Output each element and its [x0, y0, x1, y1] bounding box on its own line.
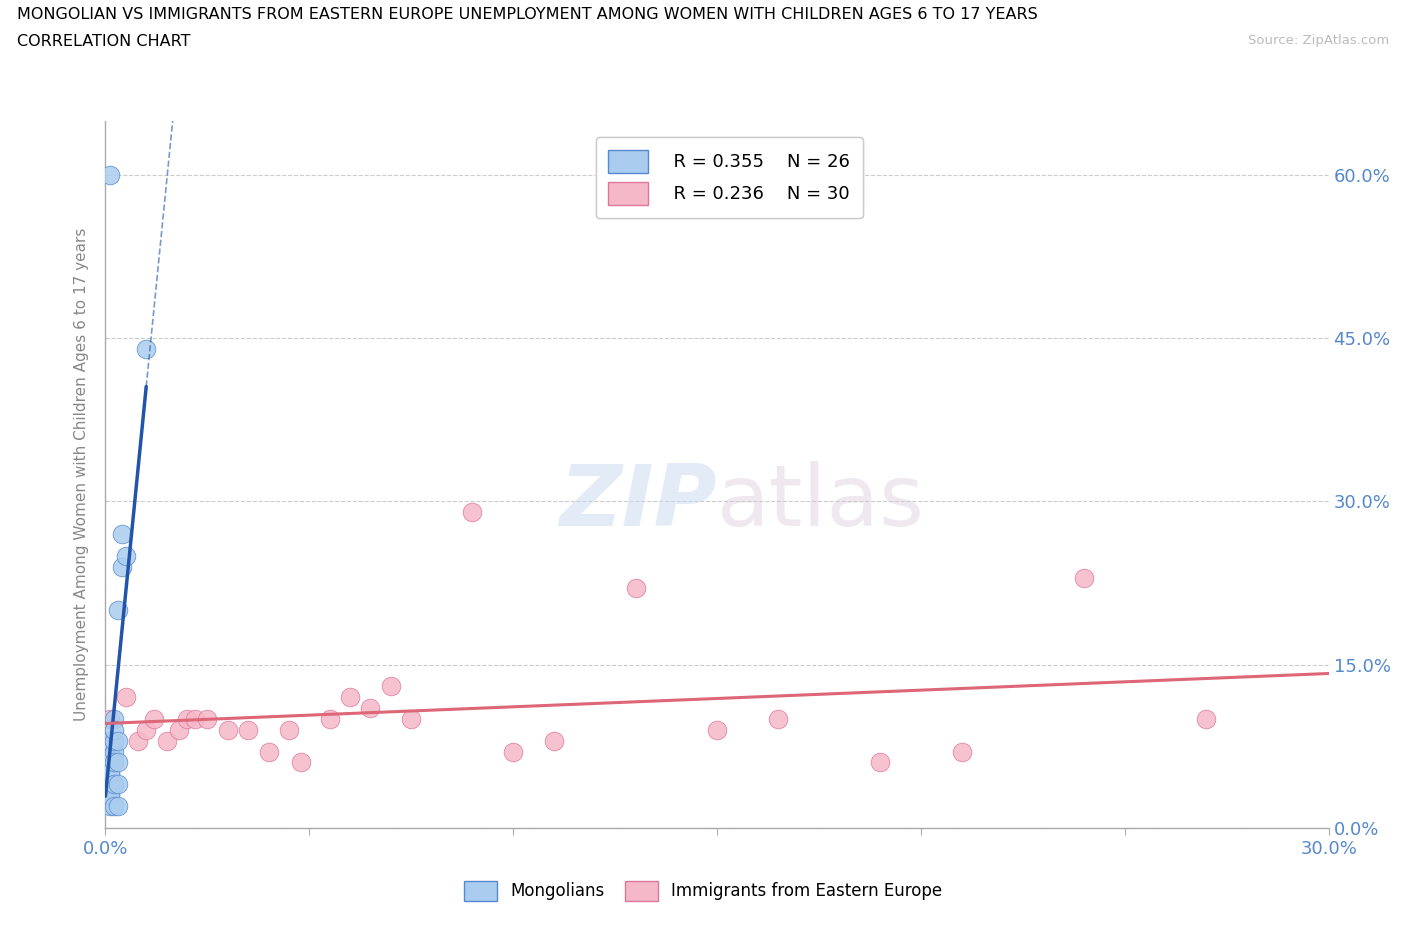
Point — [706, 723, 728, 737]
Point — [98, 733, 121, 748]
Point — [257, 744, 280, 759]
Text: ZIP: ZIP — [560, 461, 717, 544]
Point — [318, 711, 342, 726]
Point — [339, 690, 361, 705]
Point — [380, 679, 402, 694]
Point — [184, 711, 207, 726]
Point — [1195, 711, 1218, 726]
Point — [156, 733, 179, 748]
Y-axis label: Unemployment Among Women with Children Ages 6 to 17 years: Unemployment Among Women with Children A… — [75, 228, 90, 721]
Point — [360, 700, 382, 715]
Point — [98, 766, 121, 781]
Point — [103, 799, 125, 814]
Point — [115, 549, 138, 564]
Text: atlas: atlas — [717, 461, 925, 544]
Point — [98, 711, 121, 726]
Point — [98, 755, 121, 770]
Point — [217, 723, 239, 737]
Legend: Mongolians, Immigrants from Eastern Europe: Mongolians, Immigrants from Eastern Euro… — [457, 874, 949, 908]
Legend:   R = 0.355    N = 26,   R = 0.236    N = 30: R = 0.355 N = 26, R = 0.236 N = 30 — [596, 137, 863, 218]
Point — [143, 711, 166, 726]
Point — [111, 559, 134, 574]
Point — [135, 342, 157, 357]
Point — [103, 744, 125, 759]
Point — [624, 581, 647, 596]
Point — [98, 799, 121, 814]
Point — [115, 690, 138, 705]
Point — [103, 755, 125, 770]
Point — [543, 733, 565, 748]
Point — [107, 799, 129, 814]
Point — [869, 755, 891, 770]
Point — [107, 777, 129, 791]
Text: Source: ZipAtlas.com: Source: ZipAtlas.com — [1249, 34, 1389, 47]
Point — [98, 777, 121, 791]
Point — [98, 766, 121, 781]
Point — [167, 723, 190, 737]
Point — [103, 711, 125, 726]
Text: MONGOLIAN VS IMMIGRANTS FROM EASTERN EUROPE UNEMPLOYMENT AMONG WOMEN WITH CHILDR: MONGOLIAN VS IMMIGRANTS FROM EASTERN EUR… — [17, 7, 1038, 22]
Point — [111, 526, 134, 541]
Point — [236, 723, 260, 737]
Text: CORRELATION CHART: CORRELATION CHART — [17, 34, 190, 49]
Point — [135, 723, 157, 737]
Point — [1073, 570, 1095, 585]
Point — [98, 167, 121, 182]
Point — [98, 788, 121, 803]
Point — [401, 711, 423, 726]
Point — [103, 733, 125, 748]
Point — [98, 788, 121, 803]
Point — [502, 744, 524, 759]
Point — [950, 744, 973, 759]
Point — [461, 505, 484, 520]
Point — [768, 711, 790, 726]
Point — [176, 711, 198, 726]
Point — [107, 733, 129, 748]
Point — [107, 755, 129, 770]
Point — [127, 733, 149, 748]
Point — [197, 711, 219, 726]
Point — [98, 744, 121, 759]
Point — [278, 723, 301, 737]
Point — [107, 603, 129, 618]
Point — [103, 777, 125, 791]
Point — [290, 755, 312, 770]
Point — [103, 723, 125, 737]
